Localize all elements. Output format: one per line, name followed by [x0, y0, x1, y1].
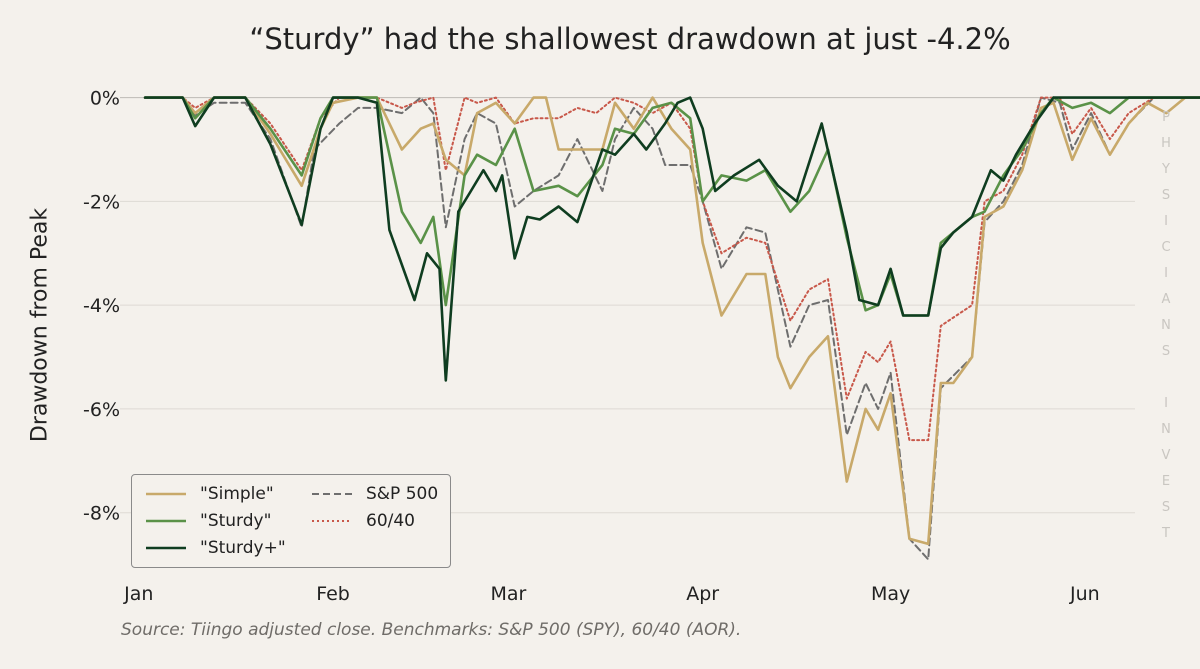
y-tick-label: 0% — [90, 88, 120, 110]
watermark-letter: S — [1161, 344, 1171, 359]
legend-item-sp500: S&P 500 — [312, 484, 438, 504]
watermark-letter: N — [1161, 318, 1171, 333]
y-tick-label: -6% — [83, 399, 120, 421]
legend-swatch-sturdy — [146, 519, 186, 523]
watermark-letter: T — [1162, 526, 1170, 541]
x-axis-ticks: Jan Feb Mar Apr May Jun — [123, 583, 1100, 605]
watermark-letter: S — [1161, 500, 1171, 515]
x-tick-label: May — [871, 583, 910, 605]
legend-label-sturdy-plus: "Sturdy+" — [200, 538, 286, 558]
watermark-letter: S — [1161, 188, 1171, 203]
watermark-letter: C — [1161, 240, 1171, 255]
legend-item-simple: "Simple" — [146, 484, 274, 504]
series-line-sturdy — [143, 96, 1200, 317]
x-tick-label: Jun — [1069, 583, 1100, 605]
legend-item-60-40: 60/40 — [312, 511, 415, 531]
y-tick-label: -2% — [83, 191, 120, 213]
data-series — [143, 96, 1200, 561]
legend-label-60-40: 60/40 — [366, 511, 415, 531]
legend-label-sturdy: "Sturdy" — [200, 511, 272, 531]
watermark-letter: E — [1161, 474, 1171, 489]
watermark-letter: V — [1161, 448, 1171, 463]
legend-label-sp500: S&P 500 — [366, 484, 439, 504]
watermark-letter: Y — [1162, 162, 1170, 177]
series-line-s-p-500 — [144, 96, 1200, 561]
watermark-letter: A — [1161, 292, 1171, 307]
series-line-60-40 — [144, 96, 1200, 442]
y-tick-label: -8% — [83, 503, 120, 525]
legend-swatch-sturdy-plus — [146, 546, 186, 550]
legend-item-sturdy: "Sturdy" — [146, 511, 271, 531]
y-axis-ticks: 0% -2% -4% -6% -8% — [83, 88, 120, 525]
chart-title: “Sturdy” had the shallowest drawdown at … — [249, 22, 1011, 56]
legend-item-sturdy-plus: "Sturdy+" — [146, 538, 286, 558]
watermark-letter: I — [1164, 266, 1168, 281]
legend-swatch-sp500 — [312, 493, 352, 495]
watermark-letter: P — [1162, 110, 1170, 125]
watermark-letter: N — [1161, 422, 1171, 437]
x-tick-label: Feb — [316, 583, 350, 605]
watermark-letter: I — [1164, 214, 1168, 229]
watermark-letter — [1154, 365, 1178, 391]
legend-label-simple: "Simple" — [200, 484, 274, 504]
legend: "Simple" "Sturdy" "Sturdy+" S&P 500 60/4… — [131, 474, 451, 568]
watermark-letter: H — [1161, 136, 1171, 151]
x-tick-label: Jan — [123, 583, 153, 605]
watermark-letter: I — [1164, 396, 1168, 411]
x-tick-label: Mar — [491, 583, 527, 605]
series-line-sturdy — [143, 96, 1200, 382]
series-line-simple — [143, 96, 1200, 546]
legend-swatch-simple — [146, 492, 186, 496]
y-tick-label: -4% — [83, 295, 120, 317]
legend-swatch-60-40 — [312, 520, 352, 522]
gridlines — [120, 97, 1135, 514]
x-tick-label: Apr — [686, 583, 719, 605]
source-note: Source: Tiingo adjusted close. Benchmark… — [121, 620, 742, 640]
